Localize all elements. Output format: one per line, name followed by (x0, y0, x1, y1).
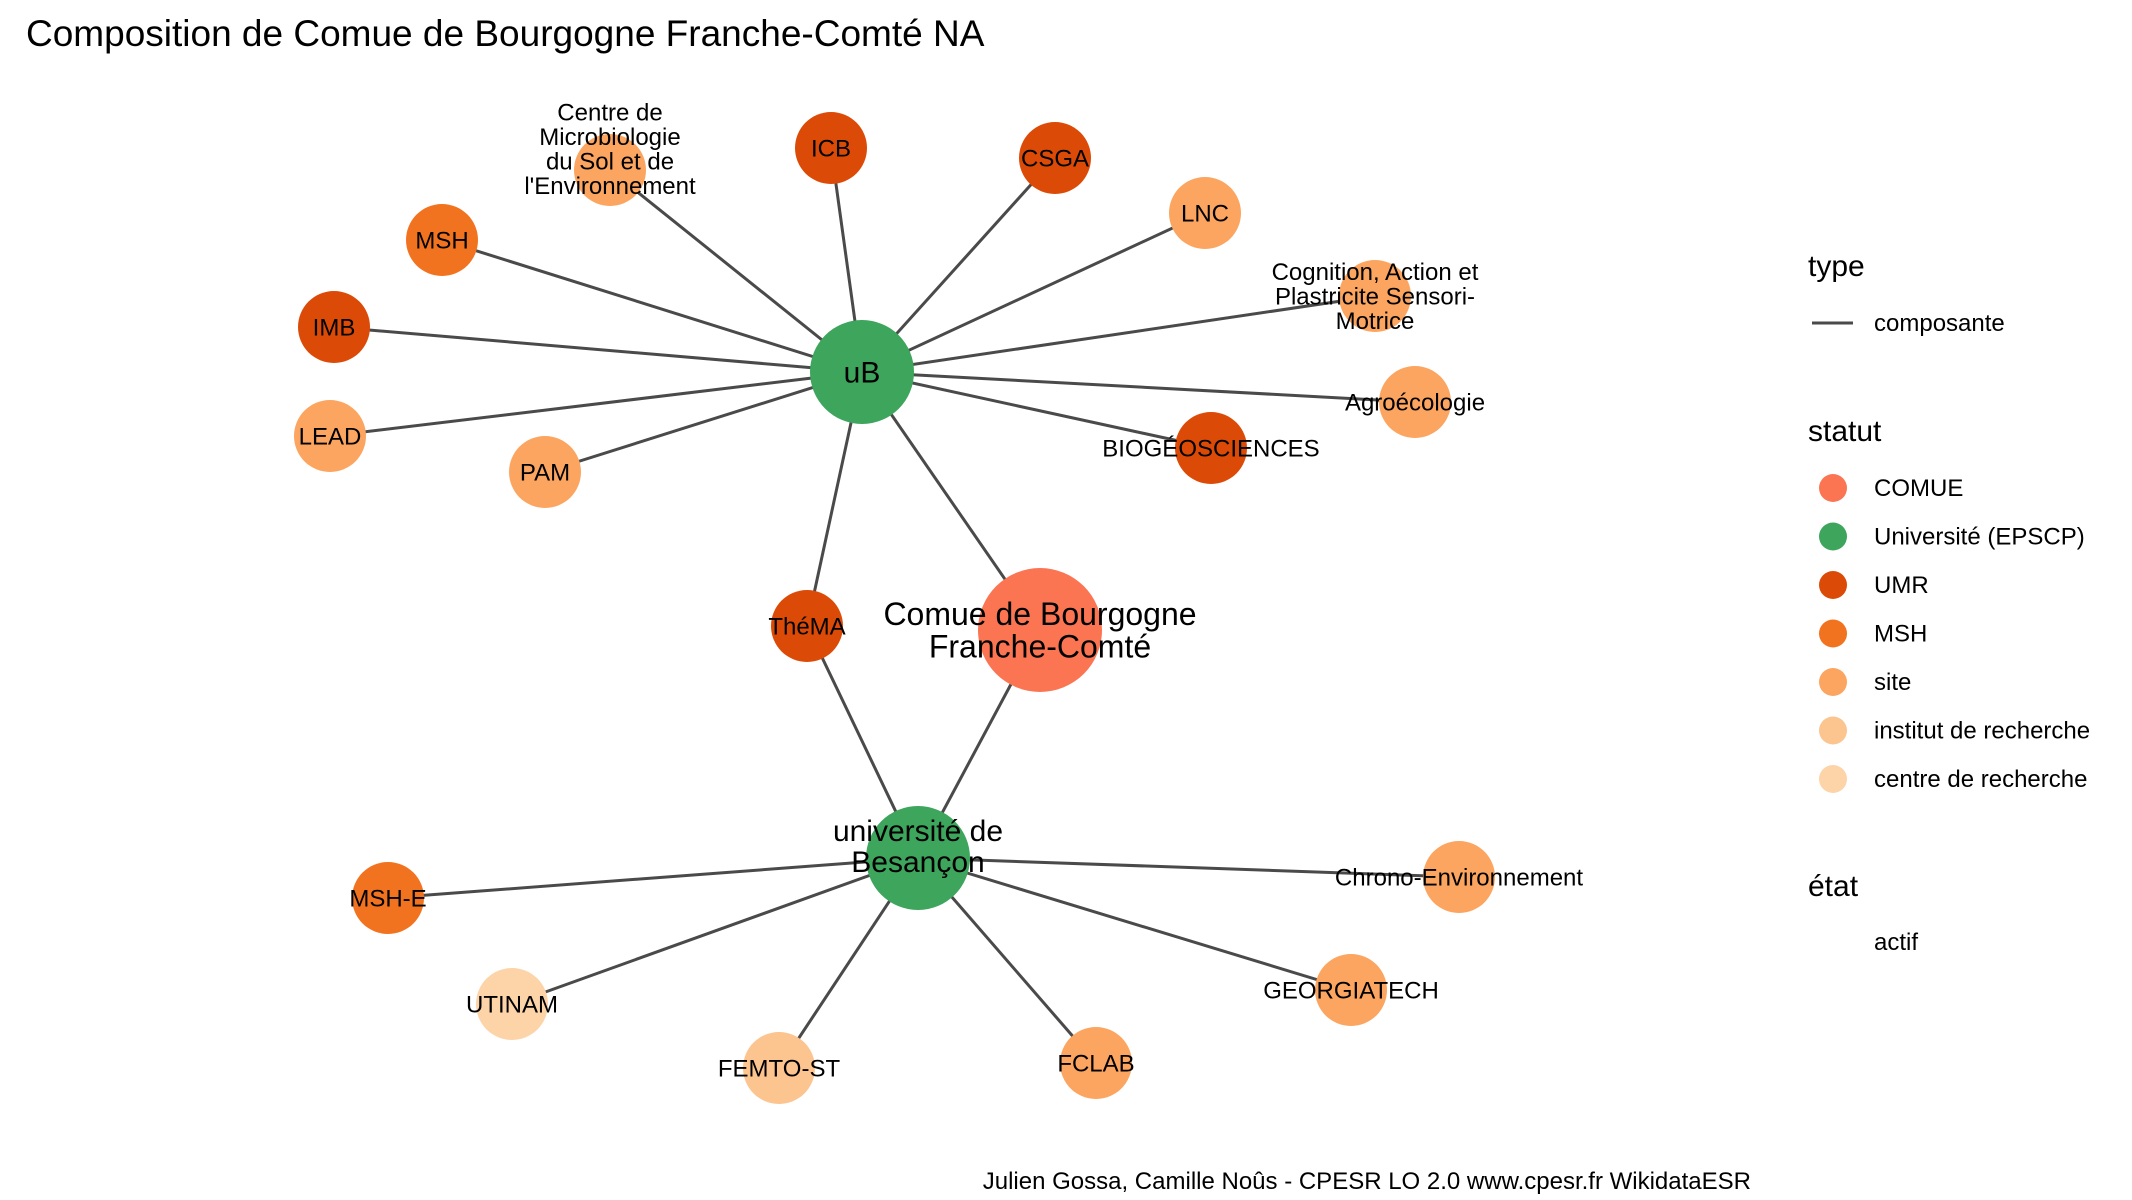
node-georgia[interactable] (1315, 954, 1387, 1026)
node-comue[interactable] (978, 568, 1102, 692)
node-label-georgia: GEORGIATECH (1263, 977, 1439, 1004)
node-label-icb: ICB (811, 135, 851, 162)
node-label-thema: ThéMA (768, 613, 845, 640)
legend-etat-title: état (1808, 870, 1859, 903)
node-mshe[interactable] (352, 862, 424, 934)
node-lnc[interactable] (1169, 177, 1241, 249)
node-label-biogeo: BIOGÉOSCIENCES (1102, 435, 1319, 462)
node-thema[interactable] (771, 590, 843, 662)
edge-ub-pam (544, 370, 863, 474)
edge-ubesancon-mshe (387, 856, 919, 900)
node-label-utinam: UTINAM (466, 991, 558, 1018)
chart-title: Composition de Comue de Bourgogne Franch… (26, 13, 985, 54)
edge-ub-biogeo (861, 370, 1212, 450)
legend-statut-label-1: Université (EPSCP) (1874, 524, 2085, 551)
legend-etat: état actif (1808, 870, 1918, 956)
legend-type-title: type (1808, 250, 1865, 283)
edge-ub-msh (441, 238, 863, 374)
node-label-mshe: MSH-E (349, 885, 426, 912)
node-label-agro: Agroécologie (1345, 389, 1485, 416)
node-chrono[interactable] (1423, 841, 1495, 913)
node-label-ubesancon: université de Besançon (833, 815, 1003, 879)
node-femto[interactable] (743, 1032, 815, 1104)
node-label-pam: PAM (520, 459, 570, 486)
node-msh[interactable] (406, 204, 478, 276)
legend-swatch-6 (1819, 765, 1847, 793)
legend-etat-item-label: actif (1874, 929, 1918, 956)
legend-type-item-label: composante (1874, 310, 2005, 337)
node-label-lnc: LNC (1181, 200, 1229, 227)
node-label-capsm: Cognition, Action et Plastricite Sensori-… (1272, 259, 1479, 335)
node-pam[interactable] (509, 436, 581, 508)
legend-statut-title: statut (1808, 415, 1882, 448)
node-lead[interactable] (294, 400, 366, 472)
node-fclab[interactable] (1060, 1027, 1132, 1099)
edge-ub-cmse (609, 168, 863, 374)
legend-statut: statut COMUE Université (EPSCP) UMR MSH site… (1808, 415, 2090, 793)
edge-ub-imb (333, 325, 863, 374)
legend-type: type composante (1808, 250, 2005, 337)
legend-swatch-1 (1819, 522, 1847, 551)
node-label-csga: CSGA (1021, 145, 1089, 172)
legend-statut-label-6: centre de recherche (1874, 766, 2087, 793)
edge-ub-lead (329, 370, 863, 438)
node-capsm[interactable] (1339, 260, 1411, 332)
node-label-femto: FEMTO-ST (718, 1055, 841, 1082)
node-csga[interactable] (1019, 122, 1091, 194)
edge-ub-agro (861, 370, 1416, 404)
node-label-chrono: Chrono-Environnement (1335, 864, 1583, 891)
node-utinam[interactable] (476, 968, 548, 1040)
edge-ubesancon-georgia (917, 856, 1352, 992)
caption: Julien Gossa, Camille Noûs - CPESR LO 2.… (983, 1168, 1751, 1195)
node-imb[interactable] (298, 291, 370, 363)
edge-ub-capsm (861, 294, 1376, 374)
legend-swatch-2 (1819, 571, 1847, 599)
node-label-cmse: Centre de Microbiologie du Sol et de l'Envi… (524, 100, 696, 200)
node-label-imb: IMB (313, 314, 356, 341)
node-label-comue: Comue de Bourgogne Franche-Comté (883, 596, 1196, 665)
node-icb[interactable] (795, 112, 867, 184)
legend-statut-label-4: site (1874, 669, 1911, 696)
legend-swatch-3 (1819, 619, 1847, 648)
legend-statut-label-2: UMR (1874, 572, 1929, 599)
legend-swatch-5 (1819, 716, 1847, 745)
node-cmse[interactable] (574, 134, 646, 206)
legend-statut-label-5: institut de recherche (1874, 718, 2090, 745)
node-label-lead: LEAD (299, 423, 362, 450)
legend: type composante statut COMUE Université (… (1808, 250, 2090, 956)
nodes-layer (294, 112, 1495, 1104)
legend-statut-label-3: MSH (1874, 621, 1927, 648)
node-ub[interactable] (810, 320, 914, 424)
edge-ub-lnc (861, 211, 1206, 374)
legend-swatch-4 (1819, 668, 1847, 696)
node-agro[interactable] (1379, 366, 1451, 438)
edge-ubesancon-chrono (917, 856, 1460, 879)
node-label-msh: MSH (415, 227, 468, 254)
node-ubesancon[interactable] (866, 806, 970, 910)
node-label-fclab: FCLAB (1057, 1050, 1134, 1077)
legend-statut-label-0: COMUE (1874, 475, 1963, 502)
labels-layer: Comue de Bourgogne Franche-Comté uB univers… (299, 100, 1584, 1083)
edge-ubesancon-utinam (511, 856, 919, 1006)
legend-swatch-0 (1819, 474, 1847, 502)
node-label-ub: uB (844, 357, 881, 390)
node-biogeo[interactable] (1175, 412, 1247, 484)
